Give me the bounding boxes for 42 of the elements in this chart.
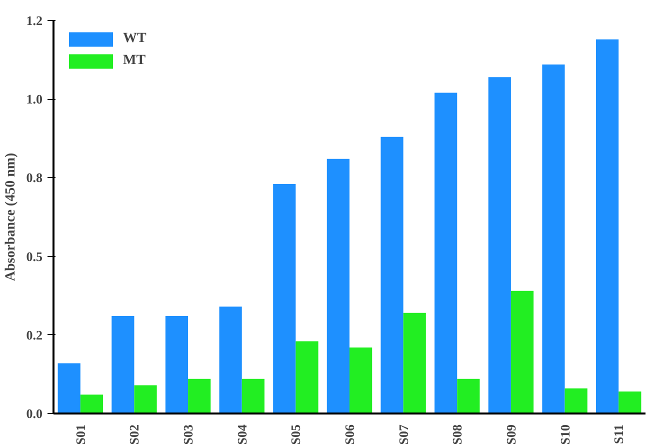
bar [618, 391, 642, 414]
x-tick-label: S04 [234, 424, 250, 445]
bar [188, 378, 211, 414]
y-tick-label: 1.2 [26, 13, 42, 28]
bar [326, 158, 350, 414]
y-axis-title: Absorbance (450 nm) [3, 152, 18, 282]
legend-label: WT [123, 31, 146, 47]
x-tick-label: S09 [503, 424, 518, 445]
bar [403, 312, 426, 414]
bar [219, 306, 242, 414]
bar [488, 77, 511, 414]
bar [296, 341, 318, 414]
x-tick-label: S01 [72, 424, 88, 445]
y-tick-label: 0.0 [26, 406, 42, 421]
x-tick-label: S08 [450, 424, 465, 445]
bar [380, 136, 404, 414]
bar [457, 378, 480, 414]
bar [596, 39, 619, 414]
x-tick-label: S02 [126, 424, 142, 445]
bar [434, 92, 458, 414]
y-tick-label: 0.5 [26, 248, 43, 264]
bar [273, 184, 296, 414]
y-tick-label: 0.2 [26, 327, 42, 342]
x-tick-label: S06 [342, 424, 357, 445]
legend-label: MT [123, 53, 146, 69]
bar [510, 290, 534, 414]
x-tick-label: S07 [396, 424, 411, 445]
x-tick-label: S05 [288, 424, 304, 445]
bar [564, 388, 588, 414]
y-tick-label: 1.0 [26, 92, 42, 107]
y-tick-label: 0.8 [26, 170, 43, 186]
bar [542, 64, 565, 414]
x-tick-label: S10 [557, 424, 572, 445]
x-tick-label: S11 [611, 424, 626, 444]
x-tick-label: S03 [180, 424, 196, 445]
bar [165, 316, 188, 414]
bar [112, 316, 134, 414]
bar [80, 394, 104, 414]
bar [58, 363, 80, 414]
bar [134, 385, 157, 414]
bar [350, 347, 372, 414]
bar [242, 378, 264, 414]
